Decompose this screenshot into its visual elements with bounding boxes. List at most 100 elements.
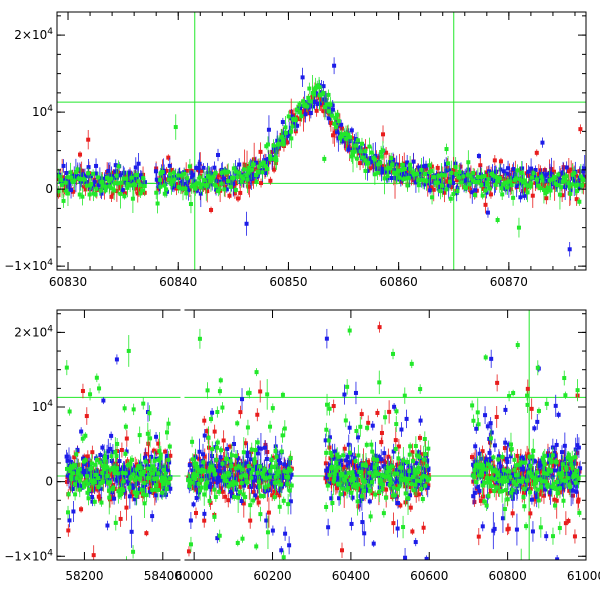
data-point (528, 511, 532, 515)
data-point (298, 110, 302, 114)
data-point (529, 167, 533, 171)
data-point (443, 173, 447, 177)
data-point (128, 494, 132, 498)
data-point (505, 460, 509, 464)
data-point (363, 169, 367, 173)
data-point (526, 387, 530, 391)
data-point (399, 428, 403, 432)
data-point (66, 192, 70, 196)
data-point (85, 414, 89, 418)
data-point (205, 189, 209, 193)
data-point (359, 149, 363, 153)
data-point (265, 450, 269, 454)
data-point (535, 151, 539, 155)
data-point (394, 438, 398, 442)
data-point (360, 142, 364, 146)
data-point (454, 172, 458, 176)
data-point (176, 173, 180, 177)
data-point (573, 534, 577, 538)
data-point (216, 153, 220, 157)
data-point (63, 181, 67, 185)
data-point (131, 197, 135, 201)
data-point (412, 160, 416, 164)
data-point (581, 178, 585, 182)
data-point (265, 457, 269, 461)
data-point (248, 519, 252, 523)
data-point (240, 397, 244, 401)
data-point (266, 142, 270, 146)
data-point (118, 459, 122, 463)
data-point (578, 127, 582, 131)
data-point (136, 179, 140, 183)
data-point (271, 144, 275, 148)
data-point (356, 138, 360, 142)
data-point (164, 187, 168, 191)
data-point (122, 194, 126, 198)
data-point (289, 136, 293, 140)
data-point (410, 530, 414, 534)
data-point (354, 144, 358, 148)
data-point (72, 179, 76, 183)
y-tick-label: −1×104 (4, 258, 53, 273)
data-point (86, 171, 90, 175)
data-point (272, 168, 276, 172)
data-point (71, 509, 75, 513)
data-point (530, 498, 534, 502)
data-point (499, 159, 503, 163)
data-point (540, 489, 544, 493)
data-point (355, 157, 359, 161)
data-point (119, 181, 123, 185)
data-point (258, 389, 262, 393)
data-point (367, 145, 371, 149)
data-point (274, 158, 278, 162)
data-point (209, 208, 213, 212)
data-point (92, 553, 96, 557)
data-point (156, 201, 160, 205)
data-point (449, 197, 453, 201)
data-point (222, 187, 226, 191)
data-point (532, 426, 536, 430)
data-point (236, 196, 240, 200)
data-point (451, 192, 455, 196)
data-point (352, 150, 356, 154)
x-tick-label: 60830 (49, 275, 87, 289)
data-point (183, 187, 187, 191)
data-point (342, 393, 346, 397)
data-point (493, 527, 497, 531)
data-point (515, 528, 519, 532)
data-point (91, 172, 95, 176)
data-point (281, 120, 285, 124)
data-point (348, 426, 352, 430)
x-tick-label: 60860 (380, 275, 418, 289)
x-tick-label: 60840 (159, 275, 197, 289)
data-point (96, 175, 100, 179)
data-point (197, 450, 201, 454)
data-point (259, 150, 263, 154)
data-point (572, 171, 576, 175)
data-point (120, 448, 124, 452)
data-point (113, 181, 117, 185)
data-point (493, 158, 497, 162)
data-point (79, 430, 83, 434)
data-point (154, 493, 158, 497)
data-point (476, 175, 480, 179)
data-point (565, 165, 569, 169)
x-tick-label: 60870 (490, 275, 528, 289)
data-point (372, 542, 376, 546)
data-point (67, 518, 71, 522)
data-point (366, 161, 370, 165)
data-point (391, 521, 395, 525)
data-point (112, 188, 116, 192)
data-point (288, 461, 292, 465)
data-point (146, 442, 150, 446)
data-point (422, 526, 426, 530)
data-point (197, 166, 201, 170)
data-point (470, 455, 474, 459)
data-point (403, 167, 407, 171)
data-point (428, 188, 432, 192)
data-point (198, 175, 202, 179)
data-point (568, 192, 572, 196)
data-point (368, 499, 372, 503)
data-point (339, 123, 343, 127)
